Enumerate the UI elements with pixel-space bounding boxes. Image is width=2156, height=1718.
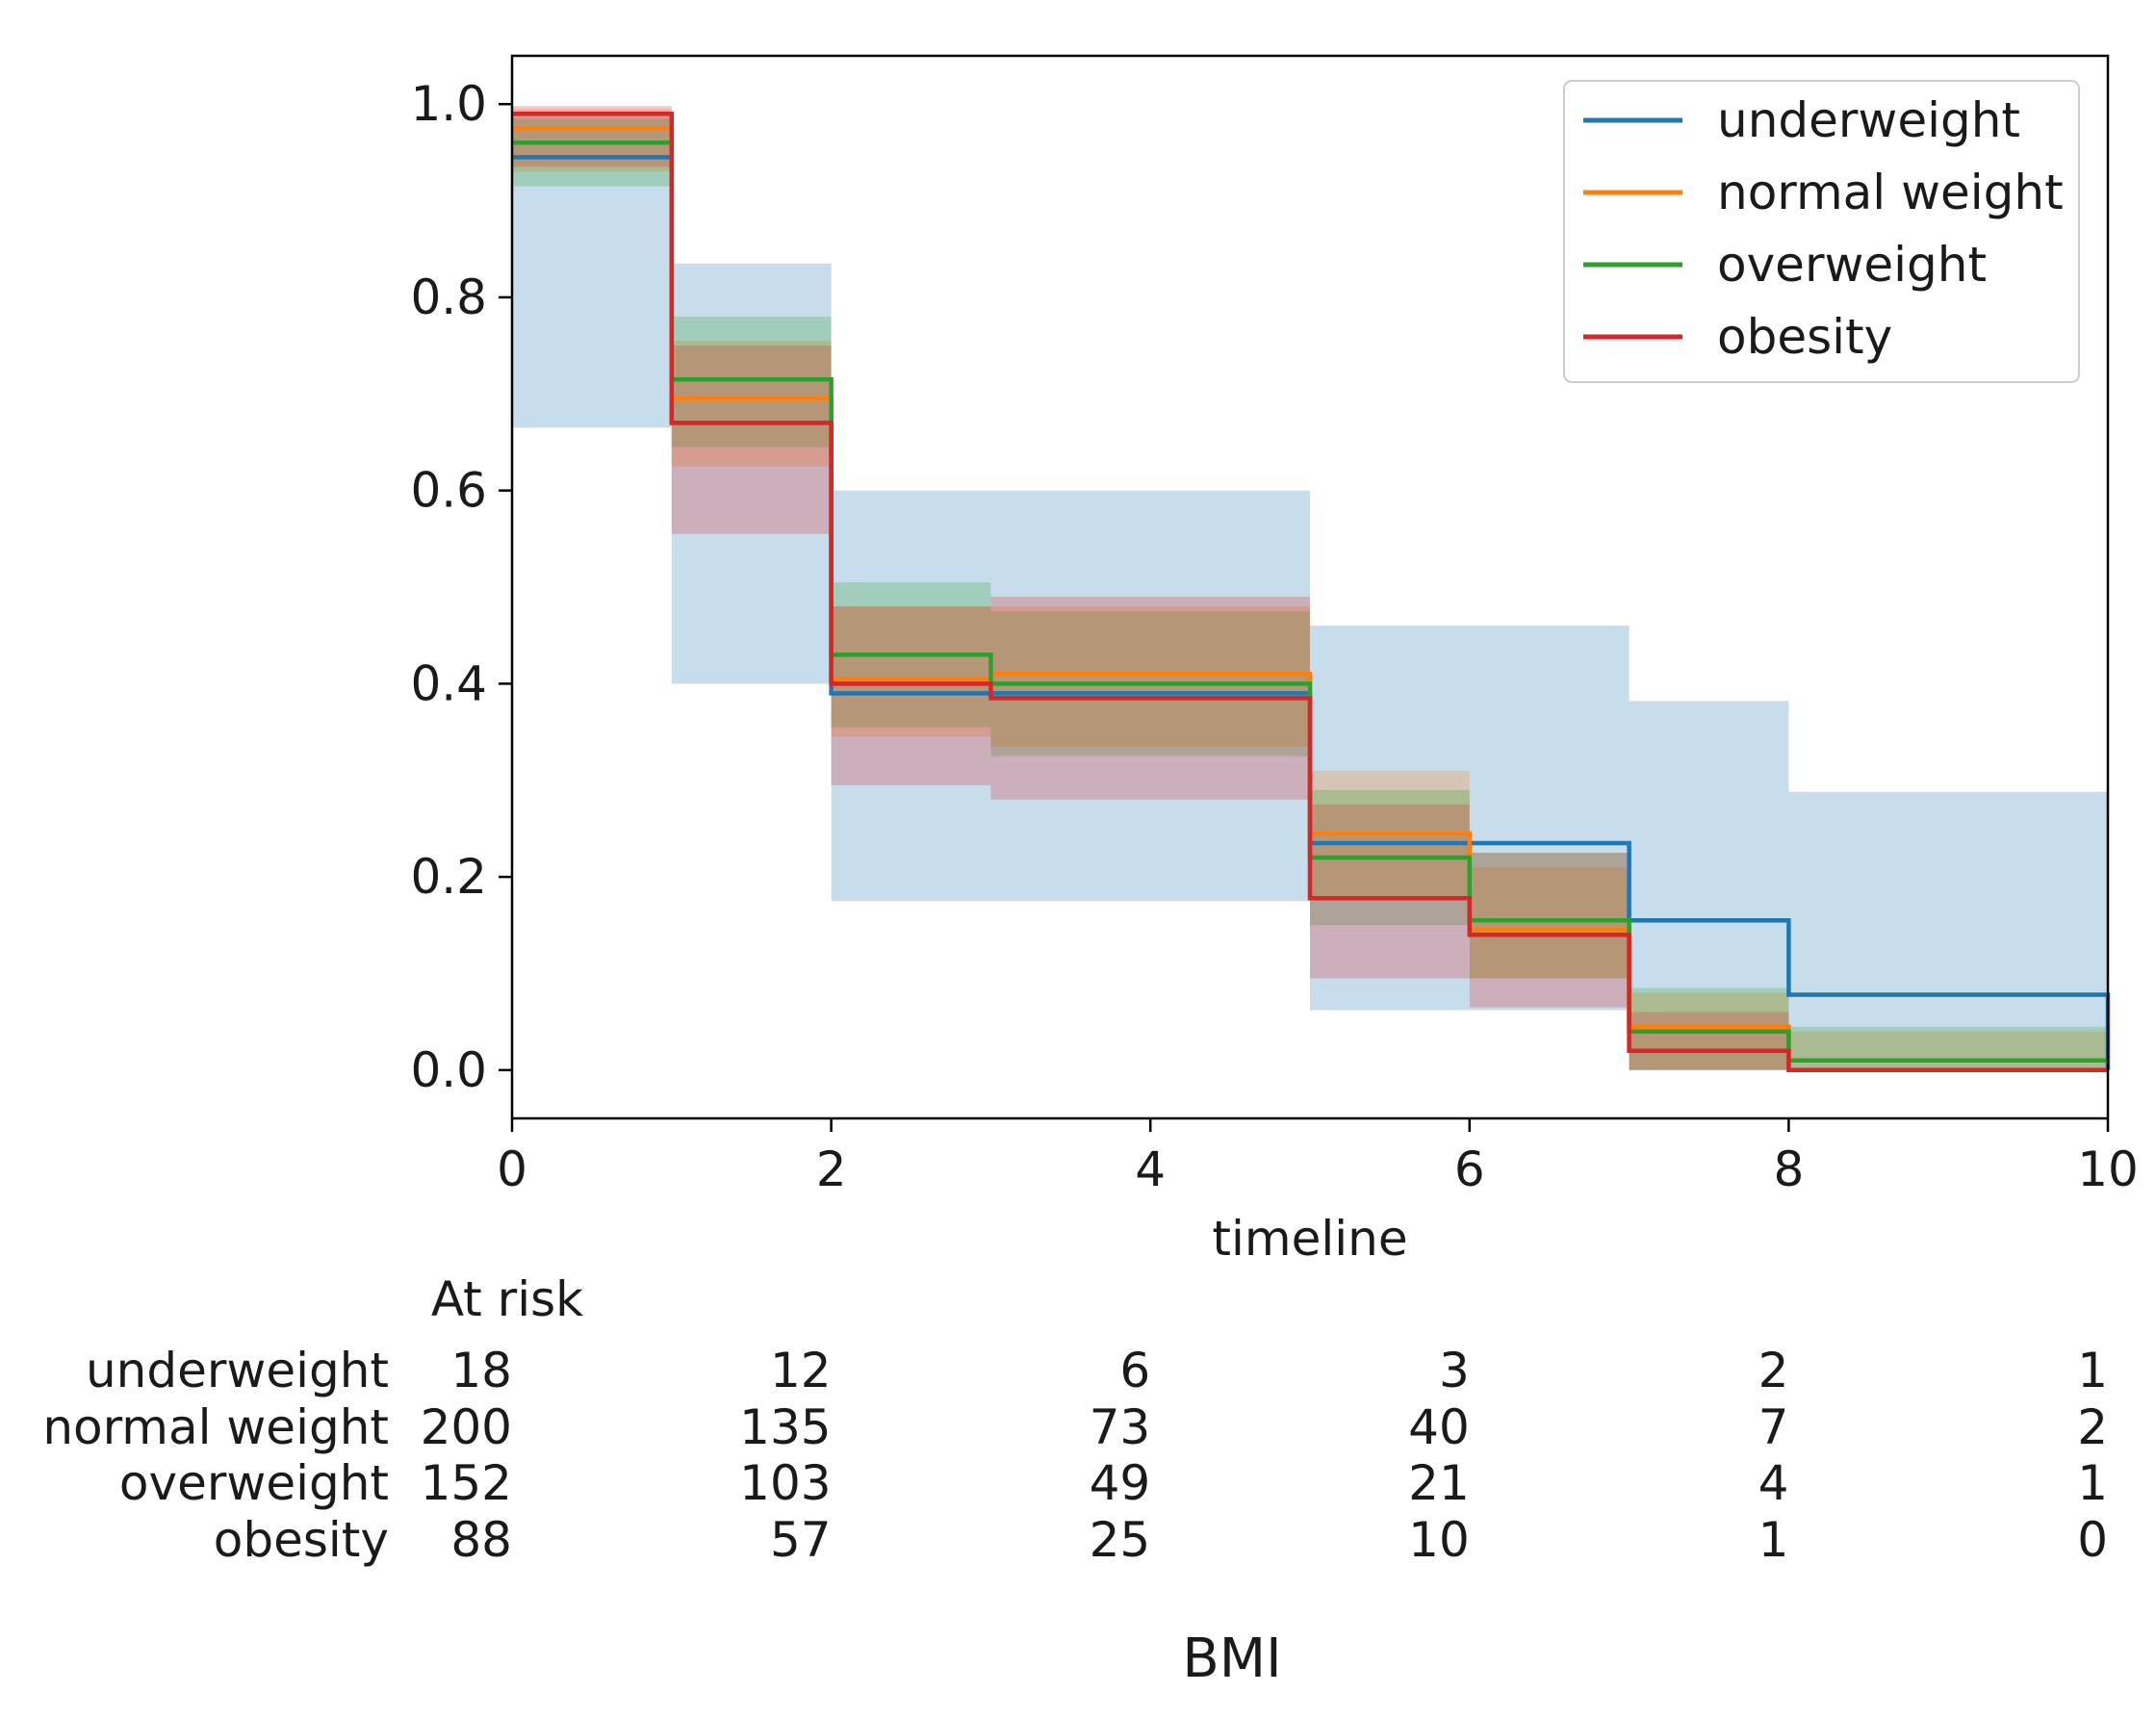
legend-label-1: normal weight [1717, 165, 2064, 220]
at-risk-label-2: overweight [119, 1455, 389, 1511]
at-risk-count: 57 [770, 1512, 832, 1568]
survival-curves [512, 111, 2111, 1073]
at-risk-count: 1 [1758, 1512, 1789, 1568]
ci-band-0 [512, 114, 2108, 1070]
x-tick-label: 10 [2077, 1141, 2139, 1197]
y-tick-label: 0.4 [410, 655, 487, 711]
legend: underweight normal weight overweight obesit… [1563, 80, 2080, 383]
x-tick-label: 0 [497, 1141, 527, 1197]
y-tick-label: 0.6 [410, 463, 487, 519]
at-risk-count: 4 [1758, 1455, 1789, 1511]
y-tick-label: 1.0 [410, 76, 487, 132]
x-tick-label: 2 [816, 1141, 847, 1197]
at-risk-count: 135 [739, 1399, 831, 1455]
at-risk-count: 152 [421, 1455, 512, 1511]
legend-label-0: underweight [1717, 92, 2020, 148]
at-risk-count: 2 [2077, 1399, 2108, 1455]
at-risk-count: 103 [739, 1455, 831, 1511]
at-risk-count: 1 [2077, 1343, 2108, 1398]
x-tick-label: 8 [1773, 1141, 1804, 1197]
y-tick-label: 0.0 [410, 1042, 487, 1098]
chart-title: BMI [1182, 1628, 1281, 1690]
survival-line-3 [512, 111, 2108, 1073]
at-risk-count: 40 [1408, 1399, 1470, 1455]
x-axis: 0 2 4 6 8 10 [497, 1118, 2139, 1197]
x-tick-label: 6 [1454, 1141, 1485, 1197]
at-risk-label-1: normal weight [42, 1399, 389, 1455]
at-risk-label-3: obesity [214, 1512, 389, 1568]
at-risk-count: 0 [2077, 1512, 2108, 1568]
legend-label-3: obesity [1717, 309, 1892, 365]
at-risk-count: 1 [2077, 1455, 2108, 1511]
at-risk-count: 21 [1408, 1455, 1470, 1511]
y-axis: 0.0 0.2 0.4 0.6 0.8 1.0 [410, 76, 512, 1098]
y-tick-label: 0.2 [410, 849, 487, 905]
at-risk-count: 6 [1119, 1343, 1150, 1398]
at-risk-count: 49 [1090, 1455, 1151, 1511]
at-risk-count: 7 [1758, 1399, 1789, 1455]
at-risk-count: 12 [770, 1343, 832, 1398]
plot-frame [510, 54, 2110, 1120]
y-tick-label: 0.8 [410, 269, 487, 325]
at-risk-count: 10 [1408, 1512, 1470, 1568]
at-risk-count: 200 [421, 1399, 512, 1455]
x-tick-label: 4 [1135, 1141, 1166, 1197]
at-risk-count: 18 [450, 1343, 512, 1398]
legend-box [1563, 80, 2080, 383]
legend-label-2: overweight [1717, 237, 1987, 293]
at-risk-label-0: underweight [86, 1343, 389, 1398]
at-risk-count: 73 [1090, 1399, 1151, 1455]
at-risk-count: 88 [450, 1512, 512, 1568]
at-risk-count: 25 [1090, 1512, 1151, 1568]
at-risk-count: 3 [1439, 1343, 1470, 1398]
x-axis-label: timeline [1212, 1211, 1407, 1267]
at-risk-title: At risk [431, 1271, 583, 1327]
at-risk-count: 2 [1758, 1343, 1789, 1398]
